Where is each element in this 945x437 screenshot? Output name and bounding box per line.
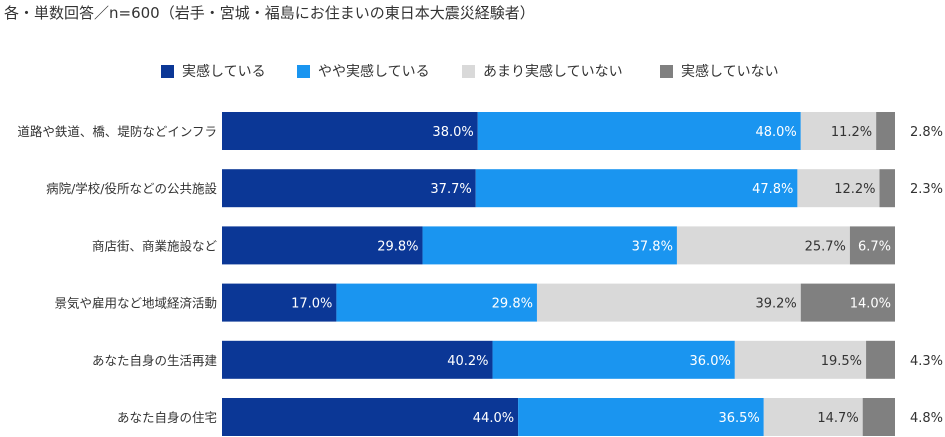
data-label-nai: 2.3% — [910, 182, 943, 197]
data-label-amari: 12.2% — [834, 182, 875, 197]
data-label-yaya: 36.5% — [718, 411, 759, 426]
data-label-nai: 4.8% — [910, 411, 943, 426]
data-label-jikkan: 40.2% — [447, 354, 488, 369]
chart-title: 各・単数回答／n=600（岩手・宮城・福島にお住まいの東日本大震災経験者） — [4, 4, 535, 22]
legend-label-jikkan: 実感している — [182, 64, 266, 80]
legend-swatch-yaya — [297, 64, 310, 78]
category-label: あなた自身の住宅 — [117, 410, 217, 425]
bar-segment-amari — [734, 340, 867, 379]
data-label-yaya: 48.0% — [755, 125, 796, 140]
legend-item-amari: あまり実感していない — [462, 60, 623, 82]
bar-segment-jikkan — [222, 398, 519, 436]
data-label-nai: 14.0% — [850, 297, 891, 312]
bar-segment-nai — [866, 340, 895, 379]
bar-segment-nai — [862, 398, 895, 436]
data-label-jikkan: 44.0% — [473, 411, 514, 426]
bar-segment-amari — [763, 398, 863, 436]
legend-label-yaya: やや実感している — [318, 64, 430, 80]
data-label-yaya: 37.8% — [632, 239, 673, 254]
bar-segment-yaya — [492, 340, 735, 379]
legend-label-nai: 実感していない — [681, 64, 779, 80]
bar-segment-amari — [536, 283, 801, 322]
data-label-nai: 4.3% — [910, 354, 943, 369]
bar-segment-yaya — [475, 169, 798, 208]
bar-segment-nai — [879, 169, 895, 208]
legend-item-jikkan: 実感している — [161, 60, 266, 82]
category-label: あなた自身の生活再建 — [92, 353, 218, 368]
legend-item-nai: 実感していない — [660, 60, 779, 82]
bar-segment-jikkan — [222, 112, 478, 150]
data-label-jikkan: 38.0% — [432, 125, 473, 140]
bar-segment-amari — [676, 226, 850, 265]
bar-segment-amari — [800, 112, 877, 150]
category-label: 道路や鉄道、橋、堤防などインフラ — [17, 124, 217, 139]
data-label-amari: 14.7% — [817, 411, 858, 426]
data-label-nai: 6.7% — [858, 239, 891, 254]
legend-swatch-amari — [462, 64, 475, 78]
data-label-jikkan: 17.0% — [291, 297, 332, 312]
bar-segment-amari — [797, 169, 880, 208]
data-label-amari: 39.2% — [755, 297, 796, 312]
bar-segment-nai — [800, 283, 895, 322]
data-label-jikkan: 29.8% — [377, 239, 418, 254]
data-label-amari: 25.7% — [805, 239, 846, 254]
legend-swatch-jikkan — [161, 64, 174, 78]
bar-segment-jikkan — [222, 169, 476, 208]
legend-item-yaya: やや実感している — [297, 60, 430, 82]
data-label-yaya: 36.0% — [690, 354, 731, 369]
bar-segment-jikkan — [222, 283, 337, 322]
category-label: 商店街、商業施設など — [92, 238, 218, 253]
bar-segment-nai — [849, 226, 895, 265]
data-label-jikkan: 37.7% — [430, 182, 471, 197]
bar-segment-yaya — [422, 226, 677, 265]
data-label-amari: 19.5% — [821, 354, 862, 369]
bar-segment-jikkan — [222, 340, 493, 379]
category-label: 景気や雇用など地域経済活動 — [54, 296, 217, 311]
bar-segment-nai — [876, 112, 895, 150]
data-label-nai: 2.8% — [910, 125, 943, 140]
legend: 実感している やや実感している あまり実感していない 実感していない — [0, 60, 945, 82]
bar-segment-yaya — [336, 283, 537, 322]
category-label: 病院/学校/役所などの公共施設 — [46, 181, 217, 196]
legend-swatch-nai — [660, 64, 673, 78]
legend-label-amari: あまり実感していない — [483, 64, 623, 80]
bar-segment-yaya — [518, 398, 764, 436]
bar-segment-yaya — [477, 112, 801, 150]
data-label-amari: 11.2% — [831, 125, 872, 140]
bar-segment-jikkan — [222, 226, 423, 265]
data-label-yaya: 29.8% — [492, 297, 533, 312]
data-label-yaya: 47.8% — [752, 182, 793, 197]
